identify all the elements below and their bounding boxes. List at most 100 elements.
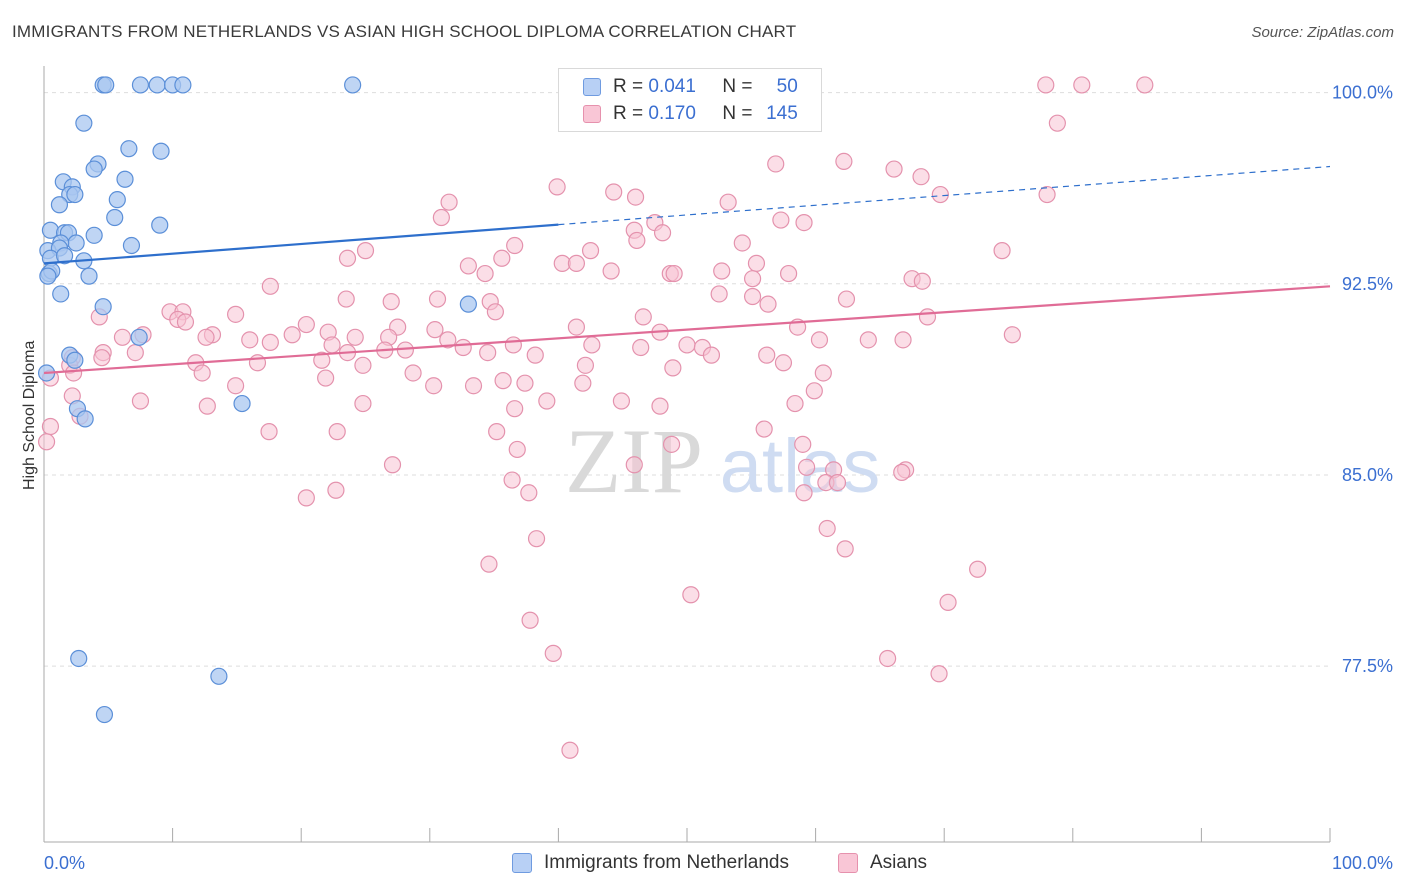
point-asians <box>567 254 586 272</box>
point-asians <box>548 178 566 196</box>
correlation-legend: R = 0.041 N = 50 R = 0.170 N = 145 <box>558 68 822 132</box>
y-tick-label: 85.0% <box>1342 465 1393 485</box>
point-netherlands <box>148 76 166 94</box>
series-label-asians: Asians <box>870 852 928 873</box>
legend-r-value: 0.041 <box>648 76 696 97</box>
point-netherlands <box>106 208 124 227</box>
point-asians <box>662 435 681 453</box>
y-tick-label: 77.5% <box>1342 656 1393 676</box>
point-asians <box>193 364 211 382</box>
point-asians <box>323 336 341 354</box>
point-asians <box>503 471 521 489</box>
point-netherlands <box>210 667 228 685</box>
legend-swatch-asians <box>583 105 601 123</box>
point-asians <box>818 519 836 538</box>
point-asians <box>356 242 375 260</box>
point-asians <box>665 264 683 283</box>
point-asians <box>317 369 335 387</box>
point-asians <box>508 440 526 459</box>
point-asians <box>261 277 279 295</box>
point-asians <box>126 343 144 362</box>
point-asians <box>747 254 766 272</box>
point-asians <box>719 193 737 211</box>
point-asians <box>969 560 987 578</box>
legend-n-value: 50 <box>776 76 798 97</box>
asians-points <box>37 76 1154 759</box>
y-tick-labels: 77.5% 85.0% 92.5% 100.0% <box>1332 83 1393 677</box>
point-asians <box>297 315 315 334</box>
point-asians <box>828 473 847 492</box>
point-asians <box>428 290 447 308</box>
point-asians <box>912 168 930 186</box>
point-asians <box>504 336 522 354</box>
point-netherlands <box>116 170 134 188</box>
point-asians <box>913 272 931 290</box>
point-asians <box>494 372 512 390</box>
point-asians <box>227 305 245 323</box>
point-asians <box>338 249 357 267</box>
point-asians <box>176 313 195 331</box>
point-asians <box>439 331 457 349</box>
point-asians <box>354 356 372 374</box>
y-tick-label: 92.5% <box>1342 274 1393 294</box>
chart-title: IMMIGRANTS FROM NETHERLANDS VS ASIAN HIG… <box>12 22 797 41</box>
point-asians <box>404 364 422 382</box>
point-asians <box>327 481 345 499</box>
point-asians <box>583 336 601 354</box>
point-asians <box>634 308 652 326</box>
point-asians <box>837 290 856 308</box>
point-asians <box>814 364 832 382</box>
y-axis-title: High School Diploma <box>21 340 38 490</box>
point-netherlands <box>233 394 251 413</box>
x-tick-label-min: 0.0% <box>44 853 85 873</box>
point-asians <box>544 644 562 662</box>
legend-n-label: N = <box>722 76 753 97</box>
point-asians <box>1037 76 1055 94</box>
point-asians <box>885 160 903 178</box>
point-asians <box>628 231 646 250</box>
point-asians <box>810 331 829 349</box>
point-netherlands <box>85 226 103 244</box>
legend-r-value: 0.170 <box>648 103 696 124</box>
point-asians <box>625 456 643 474</box>
point-asians <box>241 331 259 349</box>
point-asians <box>131 392 150 410</box>
point-asians <box>261 333 279 351</box>
point-asians <box>786 394 804 413</box>
point-asians <box>479 343 497 362</box>
point-asians <box>794 435 812 453</box>
point-asians <box>795 484 813 502</box>
point-netherlands <box>75 114 93 132</box>
legend-row-netherlands: R = 0.041 N = 50 <box>583 75 798 99</box>
point-netherlands <box>97 76 115 94</box>
series-legend: Immigrants from Netherlands Asians <box>0 852 1406 878</box>
point-netherlands <box>39 267 57 285</box>
point-asians <box>197 328 215 346</box>
point-netherlands <box>344 76 362 94</box>
watermark: ZIP atlas <box>565 410 880 512</box>
point-asians <box>561 741 579 759</box>
point-asians <box>1048 114 1066 132</box>
point-asians <box>538 392 556 410</box>
legend-r-label: R = <box>613 76 644 97</box>
point-asians <box>476 264 494 283</box>
point-netherlands <box>130 328 148 346</box>
series-legend-netherlands[interactable]: Immigrants from Netherlands <box>512 852 789 874</box>
point-netherlands <box>131 76 150 94</box>
point-asians <box>835 152 853 171</box>
series-legend-asians[interactable]: Asians <box>838 852 927 874</box>
point-asians <box>464 377 483 395</box>
point-asians <box>260 423 278 441</box>
point-asians <box>859 331 877 349</box>
series-swatch-netherlands <box>512 853 532 873</box>
point-asians <box>516 374 534 392</box>
point-asians <box>486 303 504 321</box>
point-asians <box>506 400 524 418</box>
point-netherlands <box>76 410 94 428</box>
point-asians <box>758 346 776 364</box>
point-asians <box>993 242 1011 260</box>
point-asians <box>313 351 331 369</box>
point-netherlands <box>66 351 84 369</box>
point-netherlands <box>95 705 114 724</box>
point-asians <box>567 318 586 336</box>
